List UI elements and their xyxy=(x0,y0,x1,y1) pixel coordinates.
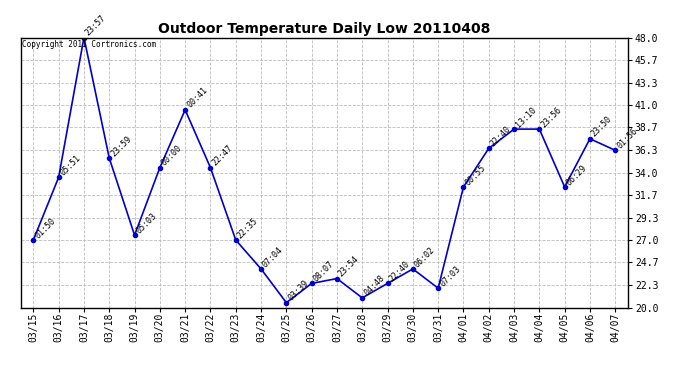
Text: 00:55: 00:55 xyxy=(464,163,488,187)
Text: 13:10: 13:10 xyxy=(514,105,538,129)
Text: 07:04: 07:04 xyxy=(261,245,285,269)
Text: 22:47: 22:47 xyxy=(210,144,235,168)
Text: Copyright 2011 Cortronics.com: Copyright 2011 Cortronics.com xyxy=(22,40,156,49)
Text: 08:07: 08:07 xyxy=(312,260,336,284)
Text: 07:03: 07:03 xyxy=(438,264,462,288)
Text: 22:35: 22:35 xyxy=(236,216,260,240)
Text: 23:56: 23:56 xyxy=(540,105,564,129)
Text: 06:02: 06:02 xyxy=(413,245,437,269)
Text: 05:03: 05:03 xyxy=(135,211,159,235)
Text: 03:39: 03:39 xyxy=(286,279,310,303)
Text: 23:59: 23:59 xyxy=(109,134,133,158)
Text: 04:48: 04:48 xyxy=(362,274,386,298)
Text: 01:56: 01:56 xyxy=(615,126,640,150)
Title: Outdoor Temperature Daily Low 20110408: Outdoor Temperature Daily Low 20110408 xyxy=(158,22,491,36)
Text: 05:51: 05:51 xyxy=(59,153,83,177)
Text: 23:54: 23:54 xyxy=(337,255,361,279)
Text: 01:50: 01:50 xyxy=(33,216,57,240)
Text: 22:40: 22:40 xyxy=(388,260,412,284)
Text: 23:50: 23:50 xyxy=(590,115,614,139)
Text: 23:57: 23:57 xyxy=(84,13,108,38)
Text: 00:00: 00:00 xyxy=(160,144,184,168)
Text: 22:40: 22:40 xyxy=(489,124,513,148)
Text: 06:29: 06:29 xyxy=(564,163,589,187)
Text: 00:41: 00:41 xyxy=(185,86,209,110)
